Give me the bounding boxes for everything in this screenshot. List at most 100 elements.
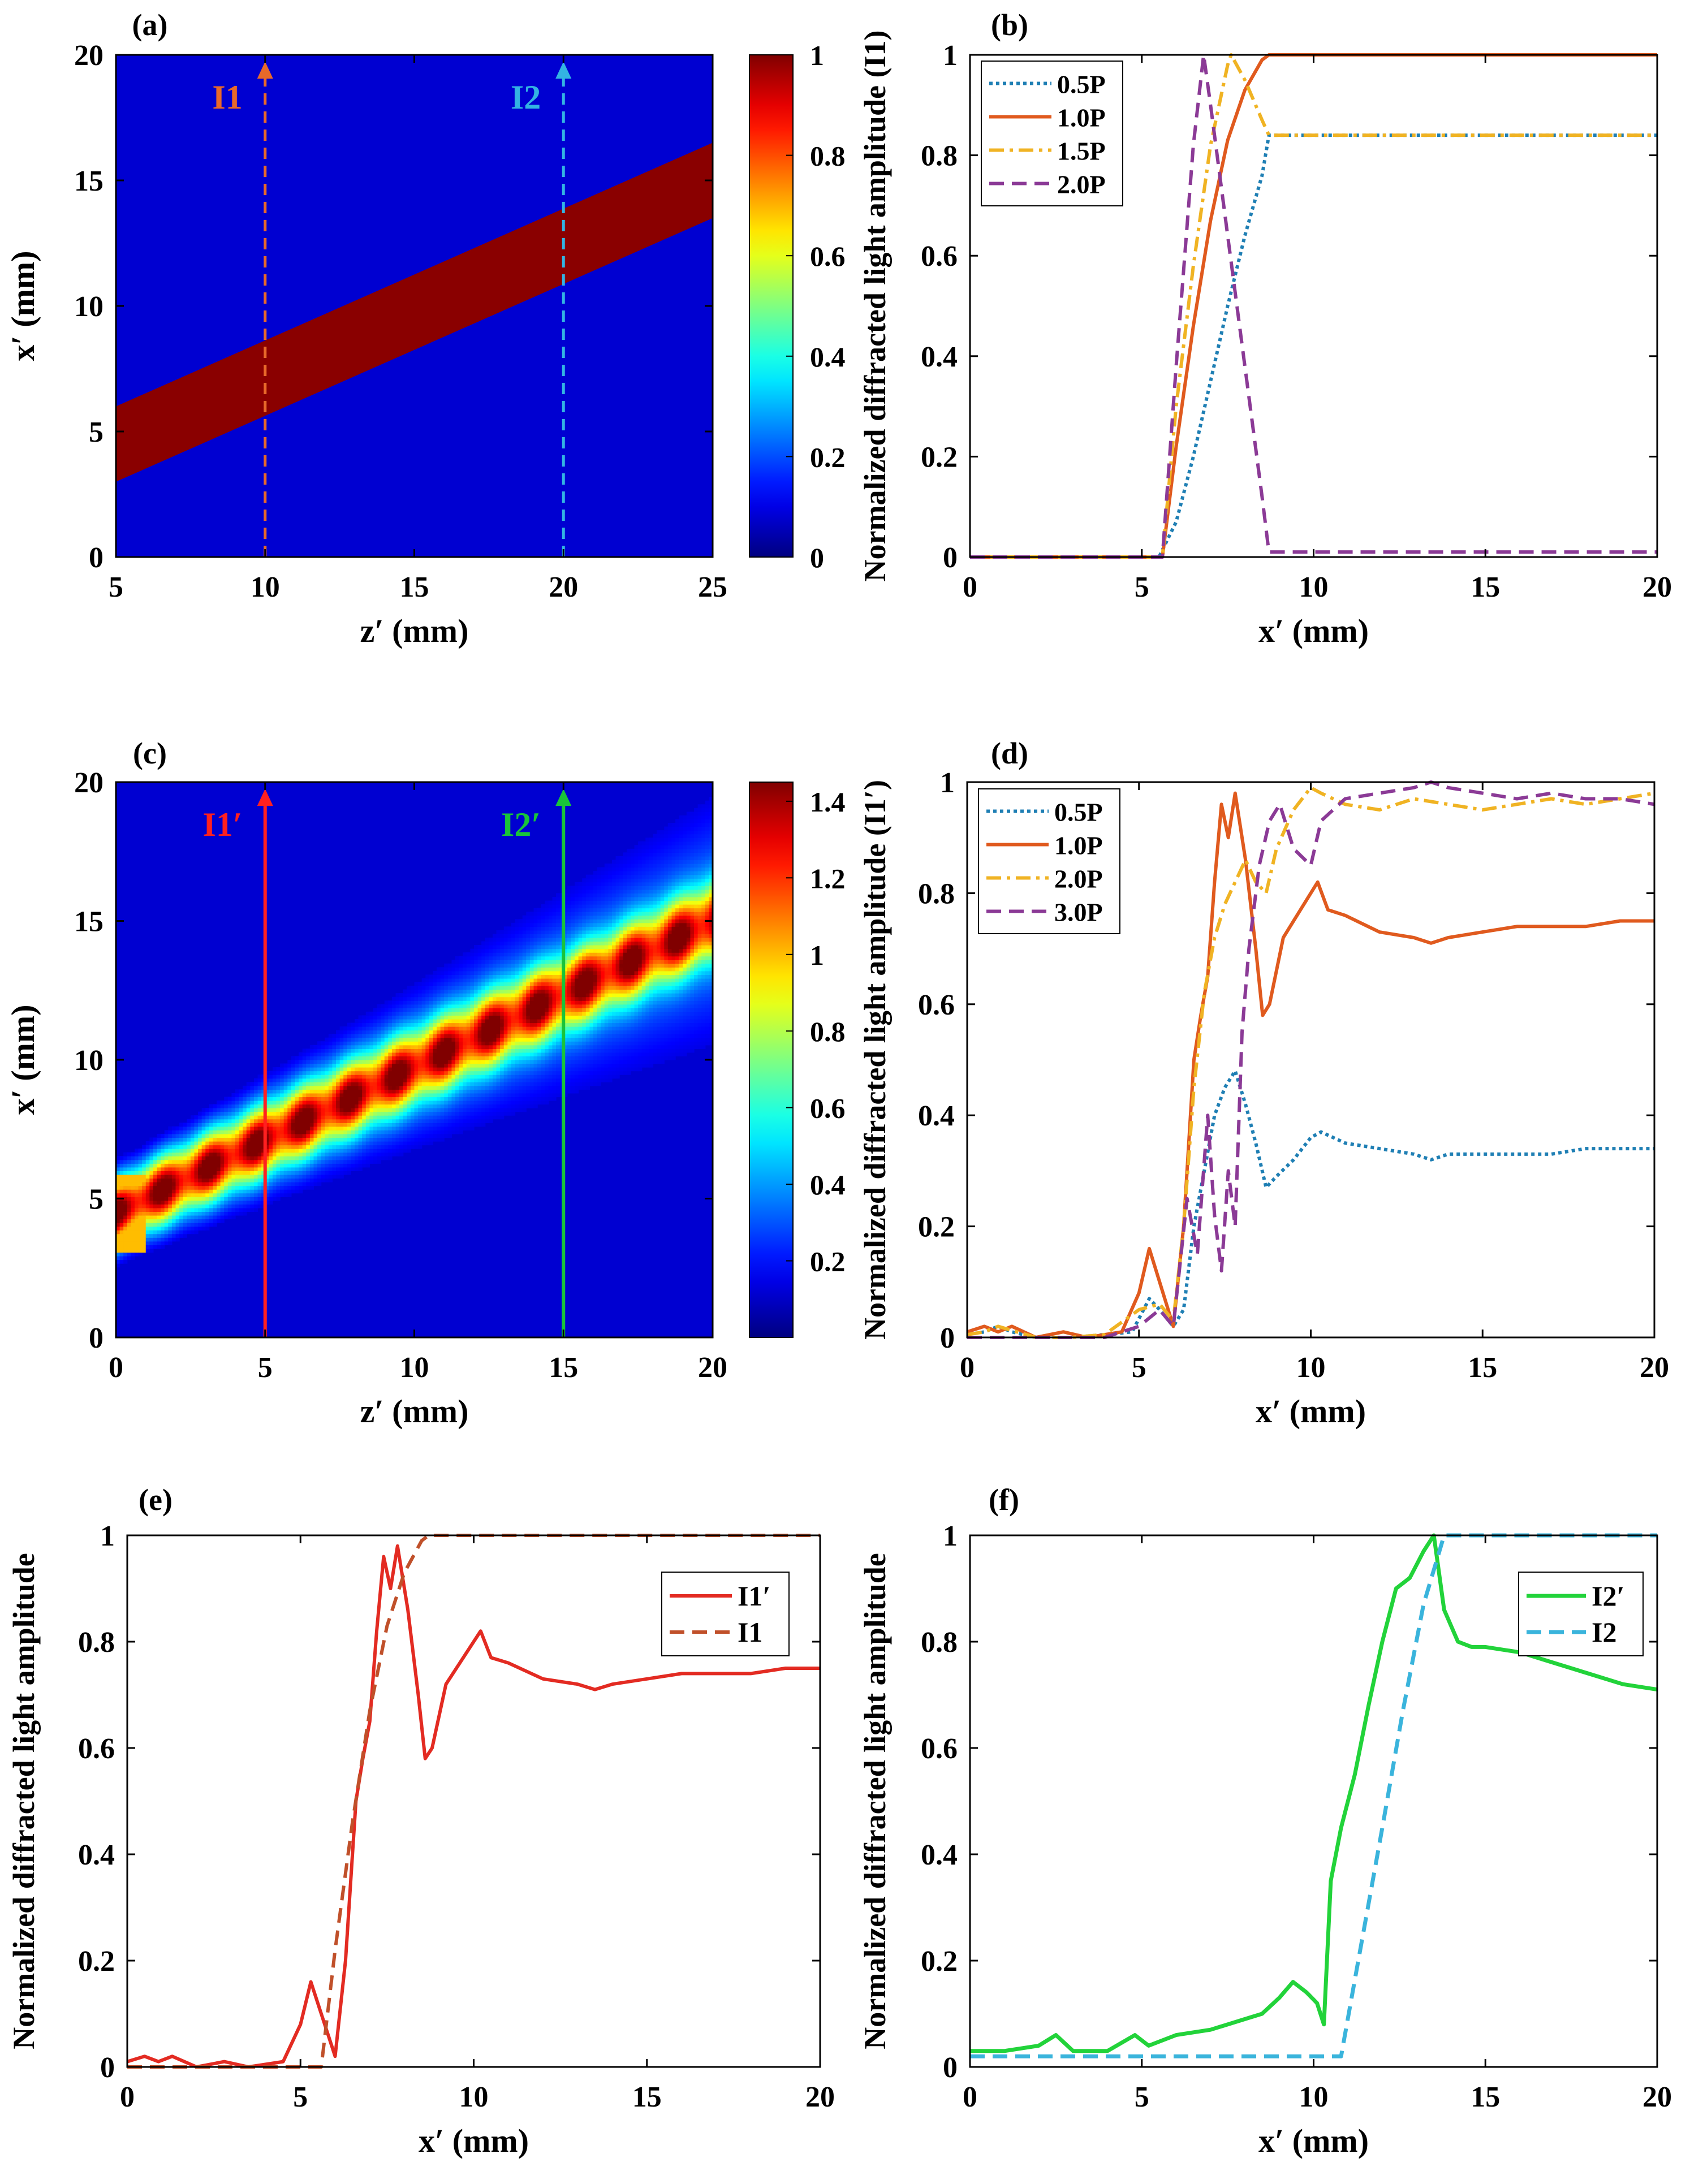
heatmap-cell [519,978,523,983]
heatmap-cell [444,1004,449,1008]
heatmap-cell [552,978,557,983]
heatmap-cell [459,1108,463,1112]
heatmap-cell [515,978,519,983]
heatmap-cell [362,1085,367,1090]
heatmap-cell [205,1126,210,1130]
heatmap-cell [131,1185,135,1190]
heatmap-cell [161,1200,165,1205]
heatmap-cell [175,1237,180,1242]
heatmap-cell [175,1223,180,1227]
heatmap-cell [153,1149,158,1153]
heatmap-cell [217,1193,221,1197]
heatmap-cell [194,1141,199,1146]
heatmap-cell [347,1145,352,1149]
heatmap-cell [269,1133,273,1138]
heatmap-cell [556,896,561,901]
heatmap-cell [205,1189,210,1194]
heatmap-cell [418,1123,423,1127]
heatmap-cell [496,970,501,976]
heatmap-cell [201,1226,206,1231]
heatmap-cell [455,1026,460,1031]
heatmap-cell [269,1093,273,1098]
heatmap-cell [381,1008,385,1012]
heatmap-cell [365,1048,370,1053]
heatmap-cell [395,1078,400,1082]
heatmap-cell [198,1182,202,1186]
heatmap-cell [541,1030,545,1034]
heatmap-cell [470,1085,475,1090]
heatmap-cell [463,1100,467,1105]
heatmap-cell [455,1115,460,1120]
heatmap-cell [343,1152,348,1156]
heatmap-cell [492,1111,497,1116]
heatmap-cell [447,1100,452,1105]
heatmap-cell [313,1123,318,1127]
heatmap-cell [474,1041,478,1046]
heatmap-cell [519,986,523,990]
heatmap-cell [399,1137,404,1142]
heatmap-cell [336,1163,340,1168]
heatmap-cell [418,993,423,998]
heatmap-cell [362,1104,367,1108]
heatmap-cell [481,1011,486,1016]
heatmap-cell [459,1093,463,1098]
heatmap-cell [459,970,463,976]
heatmap-cell [440,1018,445,1024]
heatmap-cell [384,1052,389,1057]
heatmap-cell [440,986,445,990]
heatmap-cell [548,974,553,979]
heatmap-cell [131,1171,135,1175]
heatmap-cell [365,1037,370,1042]
heatmap-cell [463,956,467,960]
heatmap-cell [253,1141,258,1146]
heatmap-cell [507,1104,512,1108]
heatmap-cell [145,1159,150,1164]
heatmap-cell [190,1211,195,1216]
heatmap-cell [444,967,449,972]
heatmap-cell [358,1022,363,1027]
heatmap-cell [231,1149,236,1153]
heatmap-cell [526,922,531,927]
heatmap-cell [515,948,519,953]
heatmap-cell [463,1074,467,1079]
heatmap-cell [552,934,557,938]
heatmap-cell [325,1152,329,1156]
heatmap-cell [336,1078,340,1082]
heatmap-cell [492,989,497,994]
heatmap-cell [481,978,486,983]
heatmap-cell [198,1197,202,1201]
heatmap-cell [183,1167,187,1171]
heatmap-cell [161,1159,165,1164]
heatmap-cell [447,1119,452,1123]
heatmap-cell [253,1145,258,1149]
heatmap-cell [269,1174,273,1179]
heatmap-cell [362,1052,367,1057]
heatmap-cell [533,912,538,916]
heatmap-cell [474,1037,478,1042]
heatmap-cell [447,1115,452,1120]
heatmap-cell [492,1067,497,1072]
heatmap-cell [321,1074,325,1079]
heatmap-cell [127,1200,131,1205]
heatmap-cell [474,1004,478,1008]
heatmap-cell [381,1156,385,1160]
heatmap-cell [377,1060,381,1064]
heatmap-cell [269,1152,273,1156]
heatmap-cell [395,1111,400,1116]
heatmap-cell [291,1082,296,1086]
heatmap-cell [545,1026,549,1031]
heatmap-cell [526,1060,531,1064]
heatmap-cell [489,1056,493,1060]
heatmap-cell [373,1056,378,1060]
heatmap-cell [183,1141,187,1146]
heatmap-cell [224,1193,229,1197]
heatmap-cell [231,1207,236,1212]
heatmap-cell [302,1111,307,1116]
heatmap-cell [134,1185,139,1190]
heatmap-cell [522,1052,527,1057]
heatmap-cell [306,1133,311,1138]
heatmap-cell [489,1119,493,1123]
heatmap-cell [548,1097,553,1101]
heatmap-cell [175,1215,180,1220]
heatmap-cell [537,937,542,942]
